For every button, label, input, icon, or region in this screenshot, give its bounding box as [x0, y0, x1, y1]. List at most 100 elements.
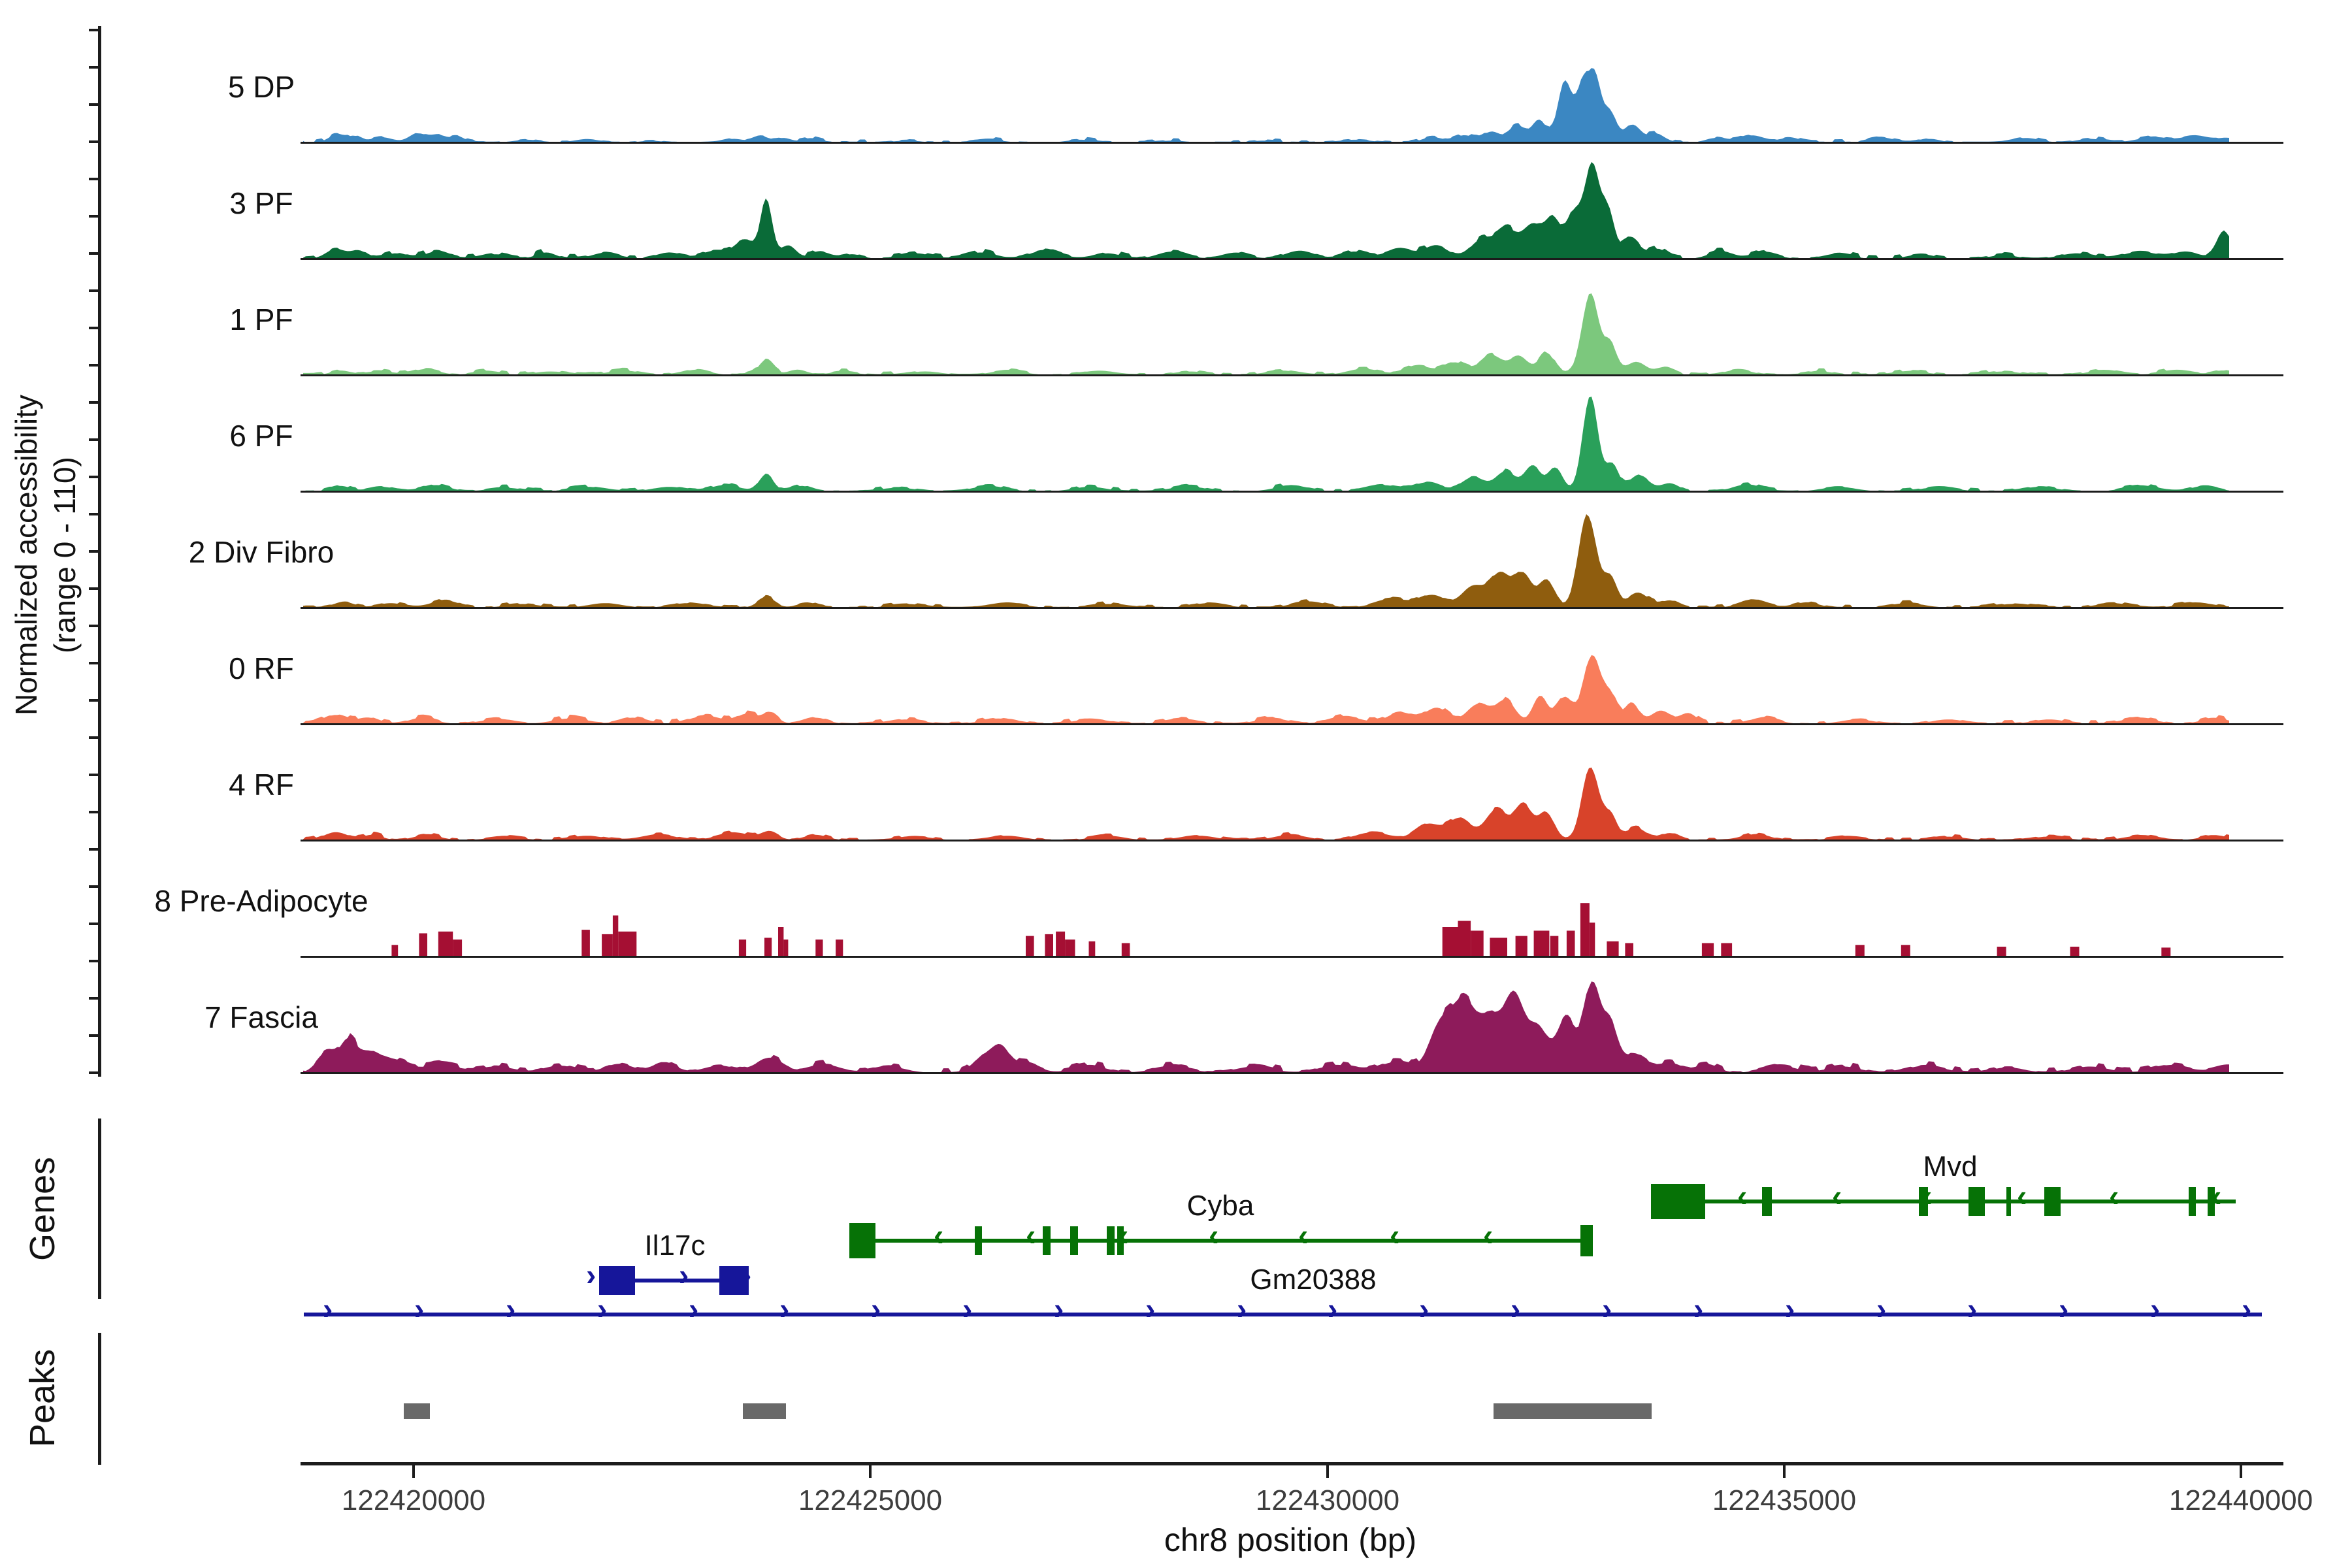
- gene-strand-chevron: ›: [679, 1258, 689, 1292]
- signal-block: [618, 931, 637, 956]
- signal-block: [453, 939, 463, 956]
- gene-line-il17c: [635, 1279, 719, 1282]
- gene-strand-chevron: ›: [962, 1292, 973, 1326]
- signal-block: [1855, 945, 1865, 956]
- gene-strand-chevron: ›: [2150, 1292, 2161, 1326]
- gene-exon-cyba: [849, 1223, 875, 1258]
- gene-label-cyba: Cyba: [1186, 1190, 1254, 1222]
- signal-block: [391, 945, 399, 956]
- gene-strand-chevron: ›: [689, 1292, 699, 1326]
- signal-block: [1088, 941, 1096, 956]
- gene-strand-chevron: ›: [323, 1292, 333, 1326]
- x-axis-tick: [869, 1465, 872, 1478]
- gene-strand-chevron: ‹: [1737, 1179, 1748, 1213]
- signal-block: [1607, 941, 1619, 956]
- peak-interval: [404, 1403, 430, 1419]
- signal-block: [1533, 930, 1550, 956]
- gene-exon-cyba: [1107, 1226, 1115, 1255]
- signal-block: [815, 939, 823, 956]
- track-label: 8 Pre-Adipocyte: [154, 884, 368, 918]
- gene-strand-chevron: ‹: [2109, 1179, 2119, 1213]
- signal-block: [2161, 947, 2171, 956]
- track-baseline: [301, 607, 2283, 609]
- track-baseline: [301, 723, 2283, 725]
- track-label: 5 DP: [227, 70, 295, 104]
- gene-strand-chevron: ‹: [1832, 1179, 1842, 1213]
- gene-strand-chevron: ›: [586, 1258, 596, 1292]
- gene-strand-chevron: ‹: [1026, 1218, 1036, 1252]
- gene-exon-mvd: [2006, 1187, 2011, 1216]
- x-axis-tick-label: 122435000: [1712, 1484, 1857, 1516]
- track-label: 1 PF: [229, 302, 293, 336]
- gene-exon-cyba: [1070, 1226, 1078, 1255]
- gene-label-mvd: Mvd: [1923, 1151, 1978, 1183]
- gene-strand-chevron: ›: [1419, 1292, 1429, 1326]
- gene-strand-chevron: ›: [414, 1292, 425, 1326]
- signal-block: [1566, 930, 1575, 956]
- track-label: 6 PF: [229, 419, 293, 453]
- gene-strand-chevron: ‹: [1209, 1218, 1219, 1252]
- x-axis-tick-label: 122440000: [2168, 1484, 2313, 1516]
- signal-block: [738, 939, 747, 956]
- signal-block: [1901, 945, 1910, 956]
- signal-block: [1442, 927, 1458, 956]
- gene-strand-chevron: ‹: [1390, 1218, 1400, 1252]
- x-axis-line: [301, 1462, 2283, 1465]
- signal-block: [438, 931, 453, 956]
- gene-exon-mvd: [1968, 1187, 1985, 1216]
- signal-block: [783, 939, 789, 956]
- gene-label-il17c: Il17c: [644, 1230, 706, 1262]
- signal-block: [778, 927, 784, 956]
- x-axis-tick-label: 122420000: [341, 1484, 486, 1516]
- gene-exon-mvd: [2208, 1187, 2215, 1216]
- signal-block: [1045, 934, 1053, 956]
- x-axis-tick-label: 122425000: [798, 1484, 943, 1516]
- track-signal-8-pre-adipocyte: [391, 903, 2171, 956]
- track-label: 7 Fascia: [204, 1000, 318, 1034]
- gene-strand-chevron: ›: [506, 1292, 516, 1326]
- signal-block: [602, 934, 613, 956]
- signal-block: [1589, 923, 1595, 956]
- signal-block: [1458, 921, 1471, 956]
- gene-strand-chevron: ‹: [2017, 1179, 2027, 1213]
- x-axis-tick: [1326, 1465, 1329, 1478]
- gene-strand-chevron: ›: [1328, 1292, 1338, 1326]
- track-baseline: [301, 258, 2283, 260]
- gene-strand-chevron: ›: [1785, 1292, 1795, 1326]
- track-label: 2 Div Fibro: [188, 535, 335, 569]
- track-label: 3 PF: [229, 186, 293, 220]
- track-label: 0 RF: [229, 651, 294, 685]
- genes-bracket-line: [98, 1119, 101, 1299]
- gene-exon-cyba: [975, 1226, 982, 1255]
- signal-block: [1490, 938, 1507, 956]
- gene-exon-mvd: [1919, 1187, 1928, 1216]
- track-baseline: [301, 1072, 2283, 1074]
- gene-exon-mvd: [1651, 1184, 1705, 1219]
- accessibility-axis-line: [98, 26, 101, 1077]
- signal-block: [419, 933, 427, 956]
- gene-strand-chevron: ›: [1054, 1292, 1064, 1326]
- peak-interval: [1494, 1403, 1652, 1419]
- signal-block: [1065, 939, 1075, 956]
- signal-block: [612, 915, 619, 956]
- signal-block: [1625, 943, 1633, 956]
- signal-block: [1701, 943, 1714, 956]
- track-baseline: [301, 956, 2283, 958]
- gene-strand-chevron: ‹: [1483, 1218, 1494, 1252]
- signal-block: [1997, 947, 2006, 956]
- track-baseline: [301, 491, 2283, 493]
- gene-exon-il17c: [719, 1266, 749, 1295]
- signal-block: [1550, 936, 1559, 956]
- signal-block: [1471, 930, 1484, 956]
- gene-exon-cyba: [1580, 1225, 1593, 1256]
- gene-strand-chevron: ›: [1145, 1292, 1156, 1326]
- gene-label-gm20388: Gm20388: [1250, 1264, 1377, 1296]
- signal-block: [2070, 947, 2080, 956]
- gene-exon-cyba: [1117, 1226, 1124, 1255]
- gene-strand-chevron: ›: [2242, 1292, 2252, 1326]
